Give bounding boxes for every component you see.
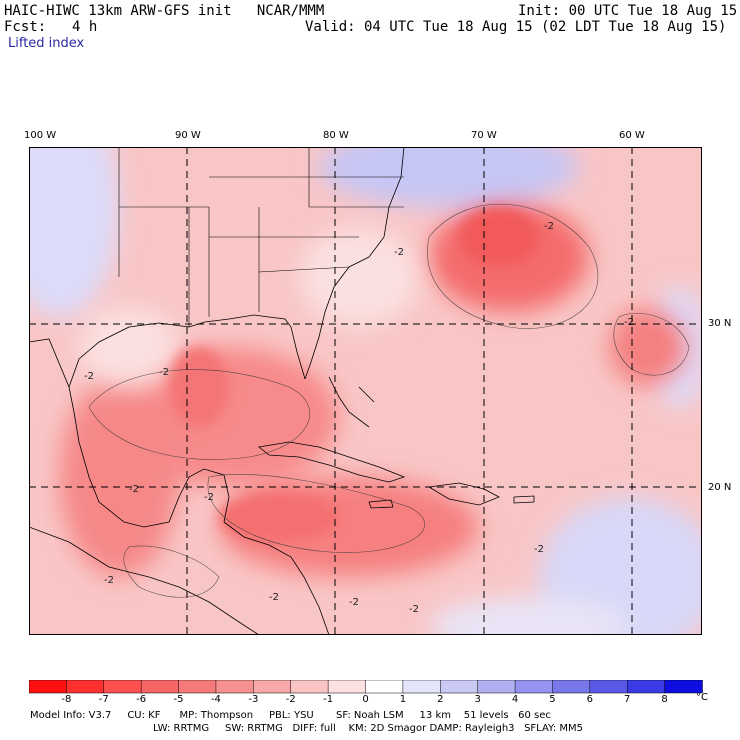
warm-cell-1	[459, 207, 539, 267]
colorbar-tick-label: -1	[323, 694, 334, 705]
cool-region-se	[539, 497, 702, 635]
lon-label-80w: 80 W	[323, 130, 349, 141]
contour-label: -2	[129, 484, 139, 495]
lon-label-60w: 60 W	[619, 130, 645, 141]
contour-label: -2	[159, 367, 169, 378]
colorbar-tick-label: -6	[136, 694, 147, 705]
contour-label: -2	[394, 247, 404, 258]
colorbar	[29, 680, 703, 694]
cool-region-s	[429, 597, 629, 635]
contour-line-1	[427, 203, 599, 329]
coastline-mexico-east	[88, 468, 230, 528]
colorbar-unit: °C	[696, 692, 708, 703]
warm-core-mexico	[59, 377, 179, 577]
field-name: Lifted index	[8, 36, 85, 51]
forecast-hours: 4 h	[72, 19, 98, 35]
colorbar-swatch	[103, 680, 142, 694]
contour-label: -2	[544, 221, 554, 232]
contour-line-4	[613, 313, 690, 376]
forecast-label: Fcst:	[4, 19, 47, 35]
coastline-bahamas	[328, 376, 375, 428]
colorbar-swatch	[140, 680, 180, 694]
colorbar-tick-label: 5	[549, 694, 556, 705]
lat-label-30n: 30 N	[708, 318, 732, 329]
lon-label-90w: 90 W	[175, 130, 201, 141]
colorbar-swatch	[514, 680, 554, 694]
cool-region-ne	[319, 147, 579, 207]
warm-cell-2	[219, 492, 339, 542]
coastline-florida	[253, 314, 306, 380]
cool-region-nw	[29, 147, 119, 317]
pale-zone-west	[79, 307, 179, 387]
colorbar-tick-label: 0	[362, 694, 369, 705]
colorbar-swatch	[29, 680, 68, 694]
contour-label: -2	[204, 492, 214, 503]
colorbar-swatch	[664, 680, 703, 694]
init-time: Init: 00 UTC Tue 18 Aug 15	[518, 3, 738, 19]
colorbar-swatch	[327, 680, 367, 694]
warm-cell-3	[169, 347, 229, 427]
colorbar-swatch	[290, 680, 329, 694]
contour-label: -2	[104, 575, 114, 586]
colorbar-tick-label: 7	[624, 694, 631, 705]
colorbar-swatch	[178, 680, 217, 694]
valid-time: Valid: 04 UTC Tue 18 Aug 15 (02 LDT Tue …	[305, 19, 727, 35]
colorbar-swatch	[402, 680, 442, 694]
colorbar-swatch	[589, 680, 628, 694]
contour-label: -2	[409, 604, 419, 615]
border-us-mexico	[29, 338, 70, 388]
contour-label: -2	[349, 597, 359, 608]
contour-label: -2	[534, 544, 544, 555]
colorbar-swatch	[477, 680, 516, 694]
colorbar-tick-label: -5	[173, 694, 184, 705]
model-info-line1: Model Info: V3.7 CU: KF MP: Thompson PBL…	[30, 710, 551, 721]
contour-line-5	[123, 545, 220, 598]
lon-label-70w: 70 W	[471, 130, 497, 141]
colorbar-tick-label: 1	[399, 694, 407, 705]
lon-label-100w: 100 W	[24, 130, 57, 141]
model-info-line2: LW: RRTMG SW: RRTMG DIFF: full KM: 2D Sm…	[153, 723, 583, 734]
contour-label: -2	[269, 592, 279, 603]
colorbar-tick-label: 6	[586, 694, 594, 705]
colorbar-tick-label: 4	[511, 694, 519, 705]
contour-line-3	[207, 474, 425, 553]
colorbar-swatch	[253, 680, 292, 694]
colorbar-tick-label: 8	[661, 694, 668, 705]
colorbar-tick-label: -2	[285, 694, 296, 705]
colorbar-tick-label: -8	[61, 694, 72, 705]
coastline-cuba	[258, 441, 406, 483]
coastline-central-america	[223, 521, 330, 635]
lat-label-20n: 20 N	[708, 482, 732, 493]
coastline-pacific	[29, 526, 260, 635]
colorbar-tick-label: 3	[474, 694, 481, 705]
colorbar-swatch	[365, 680, 404, 694]
contour-line-2	[88, 369, 310, 460]
colorbar-tick-label: -7	[98, 694, 109, 705]
colorbar-swatch	[215, 680, 255, 694]
coastline-jamaica	[368, 499, 394, 509]
colorbar-swatch	[66, 680, 105, 694]
colorbar-tick-label: -3	[248, 694, 259, 705]
coastline-puerto-rico	[513, 495, 535, 504]
colorbar-tick-label: -4	[210, 694, 221, 705]
pale-zone-carolinas	[299, 227, 419, 327]
lifted-index-map: -2 -2 -2 -2 -2 -2 -2 -2 -2 -2 -2 -2	[29, 147, 702, 635]
coastline-hispaniola	[427, 482, 500, 506]
contour-label: -2	[624, 317, 634, 328]
title-line: HAIC-HIWC 13km ARW-GFS init NCAR/MMM	[4, 3, 325, 19]
colorbar-swatch	[626, 680, 666, 694]
contour-label: -2	[84, 371, 94, 382]
coastline-gulf-north	[68, 314, 255, 478]
map-frame	[29, 147, 702, 635]
colorbar-swatch	[552, 680, 591, 694]
state-borders	[118, 147, 404, 327]
colorbar-swatch	[440, 680, 479, 694]
colorbar-tick-label: 2	[437, 694, 444, 705]
